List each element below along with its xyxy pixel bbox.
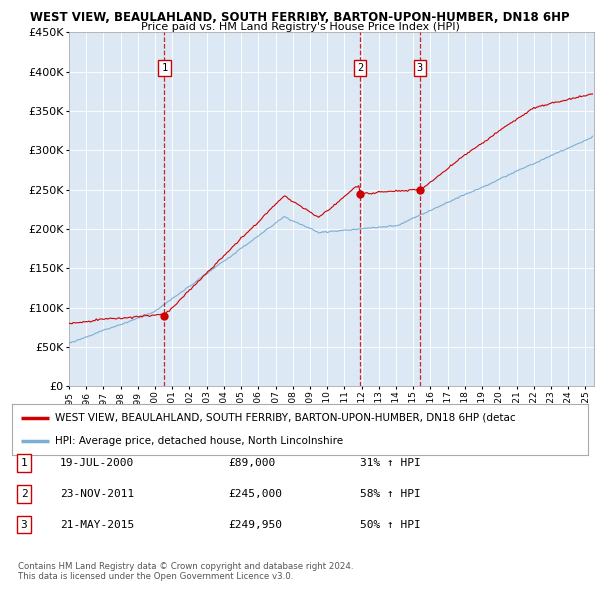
Text: This data is licensed under the Open Government Licence v3.0.: This data is licensed under the Open Gov… [18, 572, 293, 581]
Text: Price paid vs. HM Land Registry's House Price Index (HPI): Price paid vs. HM Land Registry's House … [140, 22, 460, 32]
Text: £89,000: £89,000 [228, 458, 275, 468]
Text: £249,950: £249,950 [228, 520, 282, 529]
Text: WEST VIEW, BEAULAHLAND, SOUTH FERRIBY, BARTON-UPON-HUMBER, DN18 6HP: WEST VIEW, BEAULAHLAND, SOUTH FERRIBY, B… [30, 11, 570, 24]
Text: 23-NOV-2011: 23-NOV-2011 [60, 489, 134, 499]
Text: 2: 2 [20, 489, 28, 499]
Text: £245,000: £245,000 [228, 489, 282, 499]
Text: Contains HM Land Registry data © Crown copyright and database right 2024.: Contains HM Land Registry data © Crown c… [18, 562, 353, 571]
Text: WEST VIEW, BEAULAHLAND, SOUTH FERRIBY, BARTON-UPON-HUMBER, DN18 6HP (detac: WEST VIEW, BEAULAHLAND, SOUTH FERRIBY, B… [55, 412, 516, 422]
Text: 1: 1 [161, 63, 167, 73]
Text: 2: 2 [357, 63, 363, 73]
Text: 58% ↑ HPI: 58% ↑ HPI [360, 489, 421, 499]
Text: 31% ↑ HPI: 31% ↑ HPI [360, 458, 421, 468]
Text: 21-MAY-2015: 21-MAY-2015 [60, 520, 134, 529]
Text: 3: 3 [20, 520, 28, 529]
Text: 19-JUL-2000: 19-JUL-2000 [60, 458, 134, 468]
Text: 1: 1 [20, 458, 28, 468]
Text: HPI: Average price, detached house, North Lincolnshire: HPI: Average price, detached house, Nort… [55, 437, 343, 447]
Text: 50% ↑ HPI: 50% ↑ HPI [360, 520, 421, 529]
Text: 3: 3 [416, 63, 423, 73]
